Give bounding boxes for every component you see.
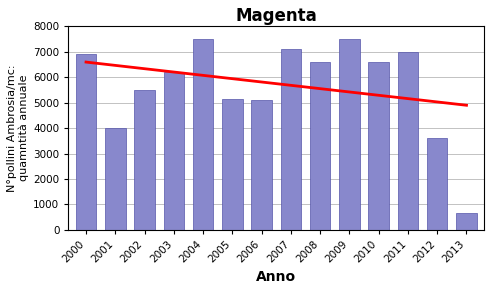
Bar <box>76 54 96 230</box>
Y-axis label: N°pollini Ambrosia/mc:
quamntità annuale: N°pollini Ambrosia/mc: quamntità annuale <box>7 64 29 192</box>
X-axis label: Anno: Anno <box>256 270 297 284</box>
Bar <box>398 52 418 230</box>
Bar <box>310 62 330 230</box>
Bar <box>164 72 184 230</box>
Bar <box>456 213 477 230</box>
Bar <box>251 100 272 230</box>
Bar <box>281 49 301 230</box>
Bar <box>427 138 447 230</box>
Bar <box>135 90 155 230</box>
Title: Magenta: Magenta <box>235 7 317 25</box>
Bar <box>339 39 360 230</box>
Bar <box>193 39 213 230</box>
Bar <box>368 62 389 230</box>
Bar <box>105 128 126 230</box>
Bar <box>222 99 243 230</box>
